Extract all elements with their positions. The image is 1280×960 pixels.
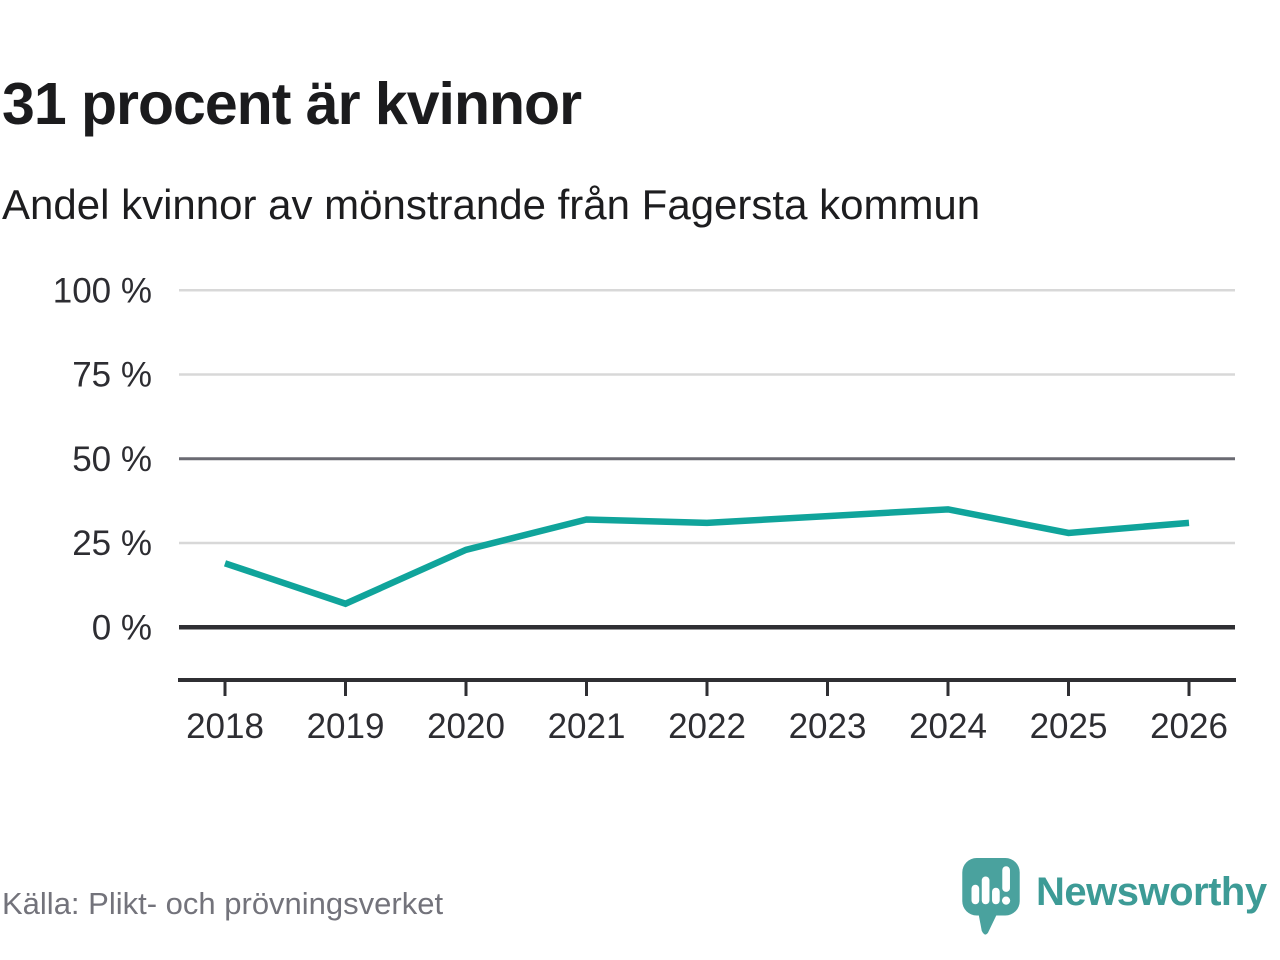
- x-axis: [178, 678, 1236, 696]
- svg-text:75 %: 75 %: [72, 356, 152, 395]
- svg-text:2019: 2019: [307, 707, 385, 746]
- svg-text:100 %: 100 %: [53, 271, 152, 310]
- chart-subtitle: Andel kvinnor av mönstrande från Fagerst…: [2, 181, 981, 228]
- svg-text:25 %: 25 %: [72, 524, 152, 563]
- svg-text:2023: 2023: [789, 707, 867, 746]
- svg-text:0 %: 0 %: [92, 608, 152, 647]
- svg-text:2018: 2018: [186, 707, 264, 746]
- chart-title: 31 procent är kvinnor: [2, 70, 582, 137]
- svg-text:2025: 2025: [1030, 707, 1108, 746]
- svg-text:2020: 2020: [427, 707, 505, 746]
- newsworthy-speech-bubble-bar-chart-icon: [962, 858, 1020, 935]
- source-note: Källa: Plikt- och prövningsverket: [2, 886, 444, 921]
- svg-text:2022: 2022: [668, 707, 746, 746]
- y-axis-labels: 0 % 25 % 50 % 75 % 100 %: [53, 271, 152, 647]
- svg-text:2024: 2024: [909, 707, 987, 746]
- brand-name: Newsworthy: [1036, 870, 1267, 914]
- data-line-andel-kvinnor-av-mönstrande: [223, 506, 1190, 608]
- newsworthy-logo: Newsworthy: [960, 856, 1267, 936]
- svg-text:50 %: 50 %: [72, 440, 152, 479]
- y-gridlines: [179, 289, 1235, 630]
- svg-text:2021: 2021: [548, 707, 626, 746]
- x-axis-labels: 2018 2019 2020 2021 2022 2023 2024 2025 2026: [186, 707, 1228, 746]
- svg-text:2026: 2026: [1150, 707, 1228, 746]
